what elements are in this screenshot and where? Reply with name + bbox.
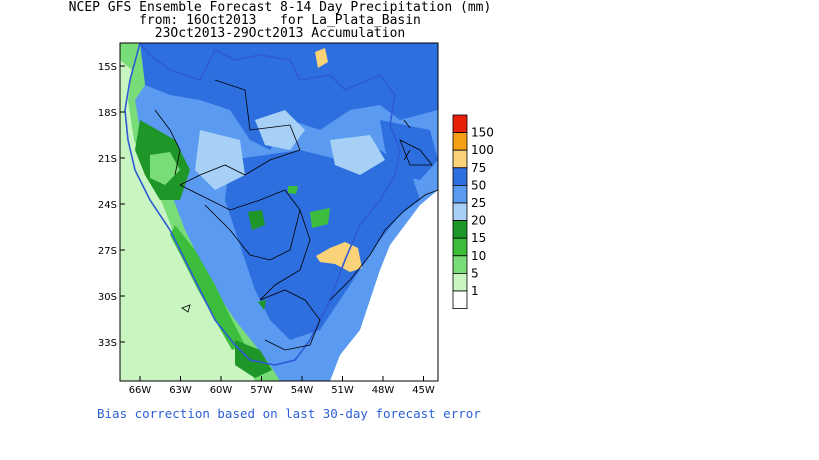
coastline [329, 189, 438, 301]
field-20mm-a [255, 110, 305, 150]
longitude-axis: 66W 63W 60W 57W 54W 51W 48W 45W [129, 376, 435, 396]
legend-label: 20 [471, 214, 486, 228]
legend-swatch [452, 237, 468, 257]
border-uruguay [259, 289, 321, 351]
lon-tick-label: 54W [291, 385, 314, 396]
color-legend: 150 100 75 50 25 20 15 10 5 1 [452, 114, 494, 310]
legend-swatch [452, 255, 468, 274]
lon-tick-label: 45W [412, 385, 435, 396]
legend-swatch [452, 114, 468, 134]
lon-tick-label: 60W [210, 385, 233, 396]
field-75mm-south [316, 242, 362, 272]
field-5mm-ring [150, 152, 180, 185]
legend-label: 25 [471, 196, 486, 210]
title-line-3: 23Oct2013-29Oct2013 Accumulation [154, 26, 406, 41]
lake-outline [181, 304, 191, 313]
legend-label: 100 [471, 143, 494, 157]
legend-label: 5 [471, 266, 479, 280]
field-15mm-patch-a [248, 210, 265, 230]
field-15mm-south [235, 340, 272, 378]
border-andes [154, 109, 181, 176]
legend-label: 10 [471, 249, 486, 263]
field-10mm-patch-b [310, 208, 330, 228]
lat-tick-label: 27S [98, 246, 117, 257]
border-detail [399, 119, 433, 166]
field-20mm-c [330, 135, 385, 175]
lon-tick-label: 48W [372, 385, 395, 396]
legend-label: 75 [471, 161, 486, 175]
legend-swatch [452, 167, 468, 186]
border-bolivia-brazil [179, 79, 301, 186]
legend-label: 15 [471, 231, 486, 245]
legend-label: 50 [471, 178, 486, 192]
map-field [120, 43, 438, 381]
field-50mm-center [225, 150, 420, 340]
legend-label: 150 [471, 126, 494, 140]
lon-tick-label: 63W [169, 385, 192, 396]
lat-tick-label: 15S [98, 62, 117, 73]
legend-swatch [452, 132, 468, 151]
latitude-axis: 15S 18S 21S 24S 27S 30S 33S [98, 62, 125, 349]
field-75mm-north [315, 48, 328, 68]
lat-tick-label: 33S [98, 338, 117, 349]
plot-frame [119, 42, 439, 382]
title-line-2: from: 16Oct2013 for La_Plata_Basin [139, 13, 421, 28]
legend-swatch [452, 149, 468, 169]
border-argentina-brazil [259, 209, 311, 301]
legend-label: 1 [471, 284, 479, 298]
field-20mm-b [195, 130, 245, 190]
legend-swatch [452, 220, 468, 239]
lon-tick-label: 57W [250, 385, 273, 396]
bias-correction-note: Bias correction based on last 30-day for… [97, 406, 481, 421]
lat-tick-label: 18S [98, 108, 117, 119]
legend-swatch [452, 290, 468, 310]
lon-tick-label: 51W [331, 385, 354, 396]
title-line-1: NCEP GFS Ensemble Forecast 8-14 Day Prec… [68, 0, 492, 15]
field-10mm-patch-c [288, 186, 298, 194]
field-50mm-north [140, 43, 438, 150]
basin-outline [124, 43, 401, 366]
lat-tick-label: 21S [98, 154, 117, 165]
borders [124, 43, 438, 366]
lat-tick-label: 30S [98, 292, 117, 303]
lat-tick-label: 24S [98, 200, 117, 211]
field-15mm-patch-d [258, 300, 266, 310]
field-1mm [120, 60, 255, 381]
field-10mm-band [170, 225, 245, 350]
legend-swatch [452, 202, 468, 222]
legend-swatch [452, 184, 468, 204]
ocean-area [330, 190, 438, 381]
lon-tick-label: 66W [129, 385, 152, 396]
legend-swatch [452, 272, 468, 292]
